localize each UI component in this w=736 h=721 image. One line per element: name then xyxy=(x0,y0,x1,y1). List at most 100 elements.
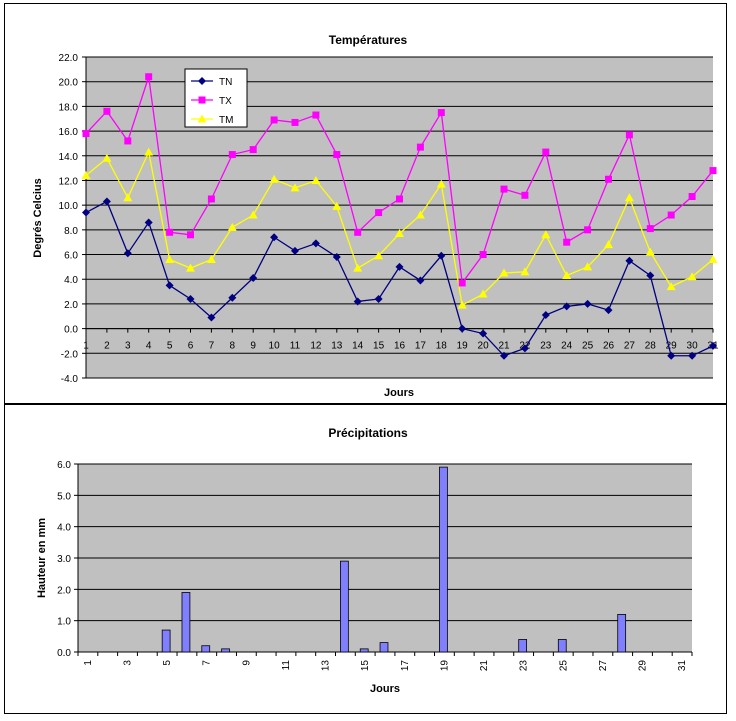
data-point-tm xyxy=(353,263,363,272)
data-point-tn xyxy=(311,239,320,248)
data-point-tm xyxy=(708,254,718,263)
series-tm xyxy=(81,147,718,309)
data-point-tn xyxy=(270,233,279,242)
data-point-tn xyxy=(688,351,697,360)
prec-y-tick-label: 4.0 xyxy=(57,523,71,534)
precipitation-bar xyxy=(221,648,230,653)
precipitation-bar xyxy=(340,560,349,653)
data-point-tm xyxy=(541,230,551,239)
data-point-tm xyxy=(562,271,572,280)
data-point-tn xyxy=(416,276,425,285)
data-point-tx xyxy=(584,226,592,234)
data-point-tm xyxy=(123,193,133,202)
data-point-tm xyxy=(165,254,175,263)
precipitation-bars xyxy=(161,466,627,653)
temp-x-tick-label: 6 xyxy=(188,341,194,352)
temp-x-tick-label: 26 xyxy=(603,341,615,352)
data-point-tn xyxy=(102,197,111,206)
temperature-series xyxy=(81,73,718,360)
data-point-tx xyxy=(207,195,215,203)
precipitation-bar xyxy=(617,613,627,653)
data-point-tn xyxy=(144,218,153,227)
data-point-tx xyxy=(625,131,633,139)
data-point-tn xyxy=(520,344,529,353)
data-point-tm xyxy=(457,300,467,309)
temp-y-tick-label: 14.0 xyxy=(59,152,79,163)
temp-x-tick-label: 9 xyxy=(250,341,256,352)
prec-x-tick-label: 11 xyxy=(281,660,292,671)
data-point-tn xyxy=(207,313,216,322)
data-point-tx xyxy=(396,195,403,203)
precipitation-bar xyxy=(201,645,211,653)
legend-label-tn: TN xyxy=(219,77,232,88)
data-point-tx xyxy=(542,148,550,156)
temp-y-tick-label: 18.0 xyxy=(59,102,79,113)
precipitation-bar xyxy=(359,648,369,653)
data-point-tm xyxy=(436,179,446,188)
data-point-tx xyxy=(312,111,320,119)
temperature-x-ticks: 1234567891011121314151617181920212223242… xyxy=(83,328,719,352)
temp-x-tick-label: 21 xyxy=(498,341,510,352)
prec-x-tick-label: 7 xyxy=(202,660,213,666)
data-point-tx xyxy=(688,193,696,201)
data-point-tm xyxy=(290,183,300,192)
data-point-tx xyxy=(291,118,299,126)
temp-y-tick-label: 12.0 xyxy=(59,176,79,187)
data-point-tx xyxy=(103,107,111,115)
data-point-tx xyxy=(709,167,717,175)
data-point-tn xyxy=(353,297,362,306)
temp-y-tick-label: 8.0 xyxy=(64,226,78,237)
prec-y-tick-label: 0.0 xyxy=(57,648,71,659)
precipitation-bar xyxy=(161,629,171,653)
data-point-tn xyxy=(625,256,634,265)
data-point-tx xyxy=(187,231,194,239)
temp-y-tick-label: 4.0 xyxy=(64,275,78,286)
precipitation-y-axis-label: Hauteur en mm xyxy=(36,518,48,598)
legend-label-tx: TX xyxy=(219,96,232,107)
series-tx xyxy=(82,73,717,287)
data-point-tx xyxy=(270,116,278,124)
data-point-tn xyxy=(667,351,676,360)
prec-x-tick-label: 25 xyxy=(558,660,569,672)
data-point-tm xyxy=(144,147,154,156)
data-point-tm xyxy=(520,267,530,276)
precipitation-y-ticks: 0.0 1.0 2.0 3.0 4.0 5.0 6.0 xyxy=(57,460,78,659)
data-point-tm xyxy=(687,272,697,281)
data-point-tn xyxy=(604,306,613,315)
temperature-chart-panel: Températures -4.0 -2.0 0.0 2.0 4.0 6.0 8.0 10.0… xyxy=(4,3,727,404)
data-point-tx xyxy=(249,146,257,154)
prec-x-tick-label: 19 xyxy=(439,660,450,672)
data-point-tm xyxy=(624,193,634,202)
data-point-tm xyxy=(395,229,404,238)
data-point-tx xyxy=(521,191,529,199)
data-point-tx xyxy=(333,151,341,159)
prec-x-tick-label: 15 xyxy=(360,660,371,672)
temp-y-tick-label: 6.0 xyxy=(64,251,78,262)
data-point-tm xyxy=(269,174,279,183)
data-point-tm xyxy=(248,210,258,219)
data-point-tn xyxy=(458,324,467,333)
data-point-tn xyxy=(186,294,195,303)
data-point-tm xyxy=(186,263,195,272)
precipitation-chart-title: Précipitations xyxy=(328,426,408,440)
temperature-chart-title: Températures xyxy=(329,33,408,47)
data-point-tm xyxy=(478,289,488,298)
temp-x-tick-label: 11 xyxy=(290,341,301,352)
legend-box xyxy=(184,68,248,128)
prec-y-tick-label: 3.0 xyxy=(57,554,71,565)
temperature-y-axis-label: Degrés Celcius xyxy=(32,178,44,257)
data-point-tm xyxy=(374,251,384,260)
data-point-tn xyxy=(479,329,488,338)
temp-x-tick-label: 16 xyxy=(394,341,406,352)
data-point-tx xyxy=(563,238,571,246)
temp-x-tick-label: 20 xyxy=(478,341,490,352)
temperature-legend: TN TX TM xyxy=(184,68,248,128)
data-point-tx xyxy=(354,228,362,236)
temp-x-tick-label: 17 xyxy=(415,341,427,352)
precipitation-bar xyxy=(557,639,567,653)
data-point-tm xyxy=(227,222,237,231)
prec-x-tick-label: 23 xyxy=(519,660,530,672)
temp-x-tick-label: 23 xyxy=(540,341,552,352)
temp-x-tick-label: 12 xyxy=(310,341,322,352)
temp-x-tick-label: 1 xyxy=(83,341,89,352)
